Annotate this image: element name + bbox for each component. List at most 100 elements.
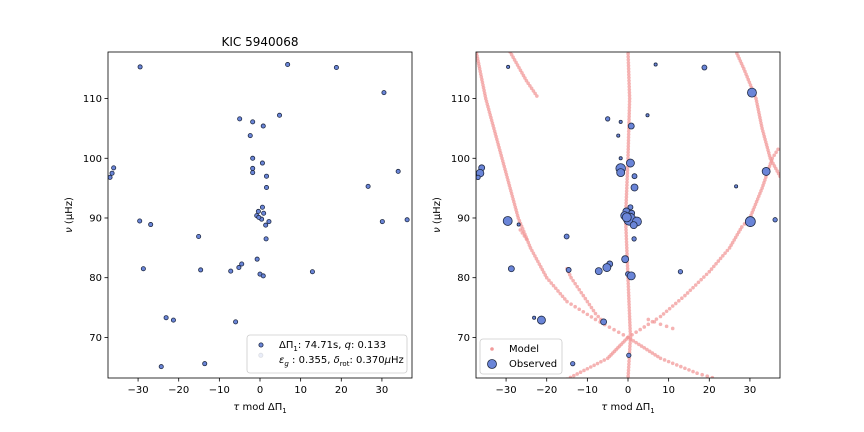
data-point <box>365 183 371 189</box>
model-point <box>573 304 577 309</box>
model-point <box>711 264 716 269</box>
model-point <box>577 287 582 292</box>
model-point <box>723 251 727 255</box>
model-point <box>768 161 773 166</box>
model-point <box>511 197 515 201</box>
model-point <box>625 266 630 271</box>
observed-point <box>602 263 612 272</box>
model-point <box>560 294 565 299</box>
model-point <box>487 110 492 114</box>
model-point <box>736 230 741 234</box>
model-point <box>626 66 631 71</box>
data-point <box>137 64 143 70</box>
model-point <box>509 52 514 57</box>
model-point <box>500 159 505 163</box>
observed-point <box>532 315 537 320</box>
model-point <box>662 358 667 362</box>
model-point <box>571 278 575 283</box>
data-point <box>109 170 115 176</box>
model-point <box>602 358 607 362</box>
model-point <box>562 297 567 301</box>
model-point <box>514 210 519 215</box>
model-point <box>544 275 549 280</box>
model-point <box>616 330 621 335</box>
plot-frame <box>475 51 781 379</box>
model-point <box>582 368 586 373</box>
model-point <box>762 134 767 139</box>
model-point <box>529 86 534 91</box>
model-point <box>627 296 631 301</box>
model-point <box>667 306 672 311</box>
model-point <box>626 281 631 286</box>
x-tick-label: −30 <box>496 385 517 396</box>
model-point <box>626 153 630 158</box>
model-point <box>528 83 532 88</box>
model-point <box>627 305 632 310</box>
model-point <box>691 285 695 290</box>
legend-observed-label: Observed <box>509 359 557 370</box>
observed-point <box>629 221 638 230</box>
model-point <box>490 121 495 125</box>
model-point <box>764 140 768 144</box>
model-point <box>512 199 516 204</box>
model-point <box>494 134 498 139</box>
observed-point <box>630 183 639 192</box>
model-point <box>774 150 778 155</box>
model-point <box>727 246 732 250</box>
observed-point <box>772 217 778 223</box>
model-point <box>688 288 693 293</box>
model-point <box>522 234 527 238</box>
model-point <box>766 148 770 152</box>
legend-model-label: Model <box>509 344 539 355</box>
data-point <box>158 364 164 370</box>
model-point <box>764 175 768 180</box>
model-point <box>658 314 663 319</box>
model-point <box>683 366 687 371</box>
model-point <box>627 72 631 77</box>
model-point <box>626 374 630 378</box>
y-tick-label: 110 <box>451 94 470 105</box>
model-point <box>666 359 671 364</box>
model-point <box>749 213 753 218</box>
data-point <box>379 219 385 225</box>
observed-point <box>507 265 515 273</box>
model-point <box>624 240 629 244</box>
model-point <box>531 251 536 256</box>
x-tick-label: −10 <box>209 385 230 396</box>
model-point <box>592 363 596 368</box>
observed-point <box>627 204 634 211</box>
model-point <box>695 371 699 376</box>
data-point <box>263 236 269 242</box>
data-point <box>140 266 146 272</box>
model-point <box>627 99 632 104</box>
observed-point <box>626 271 636 281</box>
model-point <box>642 346 647 350</box>
model-point <box>691 369 695 374</box>
model-point <box>658 322 663 327</box>
model-point <box>507 183 512 188</box>
model-point <box>759 121 763 125</box>
model-point <box>478 72 483 76</box>
observed-point <box>563 233 570 240</box>
model-point <box>626 132 631 137</box>
model-point <box>553 286 558 291</box>
left-panel: −30 −20 −10 0 10 20 30 70 80 90 100 110 τ mod ΔΠ1 ν (… <box>64 35 413 415</box>
model-point <box>526 81 530 86</box>
observed-point <box>600 318 608 326</box>
model-point <box>489 115 493 120</box>
model-point <box>579 290 584 295</box>
model-point <box>729 243 733 248</box>
data-point <box>259 160 265 166</box>
model-point <box>739 225 744 229</box>
model-point <box>639 344 644 348</box>
model-point <box>511 55 515 60</box>
model-point <box>541 270 546 275</box>
legend-box <box>479 338 563 375</box>
data-point <box>264 173 270 179</box>
model-point <box>626 54 631 59</box>
model-point <box>625 168 630 173</box>
data-point <box>255 208 261 214</box>
observed-point <box>653 62 658 67</box>
model-point <box>625 252 629 256</box>
model-point <box>627 111 632 116</box>
